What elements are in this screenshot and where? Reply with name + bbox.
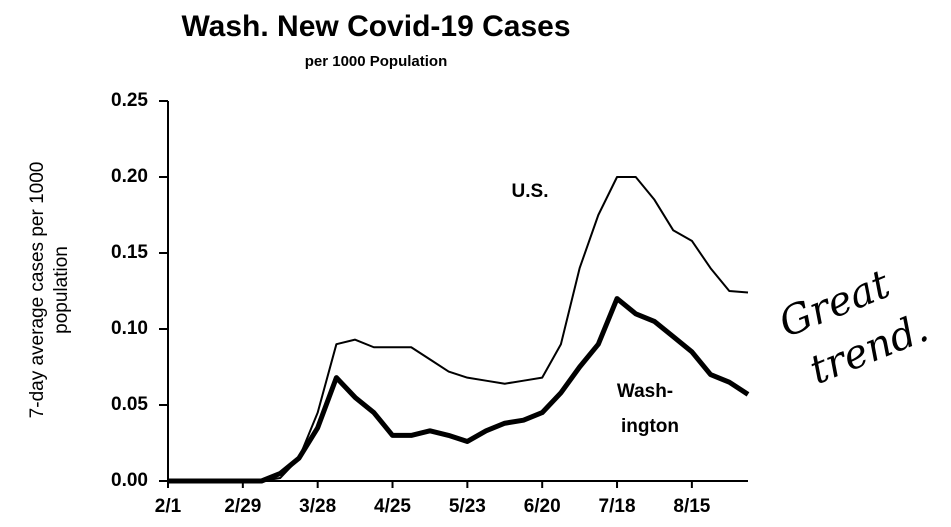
chart-subtitle: per 1000 Population xyxy=(305,53,448,70)
y-tick-label: 0.05 xyxy=(111,394,148,415)
x-tick-label: 8/15 xyxy=(673,496,710,517)
x-tick-label: 7/18 xyxy=(599,496,636,517)
y-tick-label: 0.25 xyxy=(111,90,148,111)
x-tick-label: 2/29 xyxy=(224,496,261,517)
chart-title: Wash. New Covid-19 Cases xyxy=(181,10,570,43)
handwritten-note: Great trend. xyxy=(773,261,935,394)
x-tick-label: 2/1 xyxy=(155,496,182,517)
y-tick-label: 0.15 xyxy=(111,242,148,263)
y-axis-title-line: population xyxy=(51,246,72,334)
y-tick-label: 0.00 xyxy=(111,470,148,491)
y-tick-label: 0.20 xyxy=(111,166,148,187)
y-tick-label: 0.10 xyxy=(111,318,148,339)
annotation: ington xyxy=(621,416,679,437)
line-series xyxy=(168,296,750,484)
annotation: Wash- xyxy=(617,381,673,402)
annotation: U.S. xyxy=(512,181,549,202)
x-tick-label: 3/28 xyxy=(299,496,336,517)
x-tick-label: 4/25 xyxy=(374,496,411,517)
x-tick-label: 5/23 xyxy=(449,496,486,517)
x-tick-label: 6/20 xyxy=(524,496,561,517)
y-axis-title-line: 7-day average cases per 1000 xyxy=(27,162,48,419)
y-axis-title: 7-day average cases per 1000 population xyxy=(27,162,72,419)
